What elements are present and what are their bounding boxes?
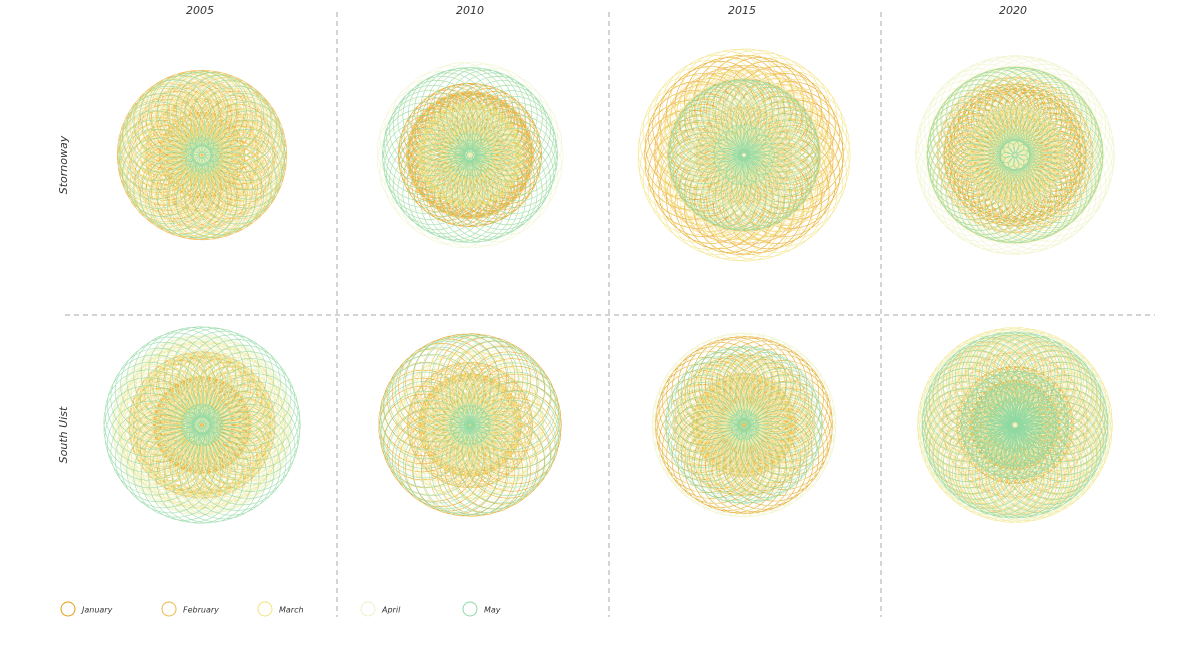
column-label: 2020 [999,4,1027,17]
column-label: 2010 [456,4,484,17]
rosette-curve [128,81,276,229]
legend-swatch [257,601,273,617]
row-label: South Uist [57,406,70,463]
legend-label: January [80,606,113,615]
row-label: Stornoway [57,135,70,194]
rosette-curve [425,109,516,201]
rosette-curve [118,71,286,239]
legend-label: March [279,606,304,615]
legend-swatch [161,601,177,617]
rosette-curve [1000,139,1031,171]
rosette-curve [118,71,286,239]
rosette-curve [665,346,823,504]
rosette-curve [116,69,288,241]
rosette-curve [713,124,775,186]
rosette-curve [376,61,564,249]
rosette-curve [928,339,1102,511]
rosette-curve [918,328,1112,522]
rosette-curve [926,66,1104,244]
rosette-curve [973,383,1057,467]
column-label: 2005 [186,4,214,17]
legend-label: April [381,606,401,615]
rosette-curve [728,410,760,440]
rosette-curve [449,404,491,446]
rosette-curve [183,136,221,174]
rosette-curve [921,331,1109,519]
rosette-curve [915,55,1115,255]
rosette-curve [122,75,282,235]
rosette-curve [651,332,837,518]
rosettes [103,48,1115,524]
rosette-curve [379,334,561,516]
legend-label: February [183,606,219,615]
legend-swatch [360,601,376,617]
rosette-curve [987,398,1043,452]
legend-label: May [484,606,501,615]
rosette-curve [687,98,801,212]
rosette-curve [447,133,493,177]
rosette-curve [382,67,558,243]
legend-swatch [60,601,76,617]
legend-swatch [462,601,478,617]
rosette-curve [180,403,224,447]
rosette-curve [960,370,1070,480]
rosette-curve [668,79,820,231]
column-label: 2015 [728,4,756,17]
